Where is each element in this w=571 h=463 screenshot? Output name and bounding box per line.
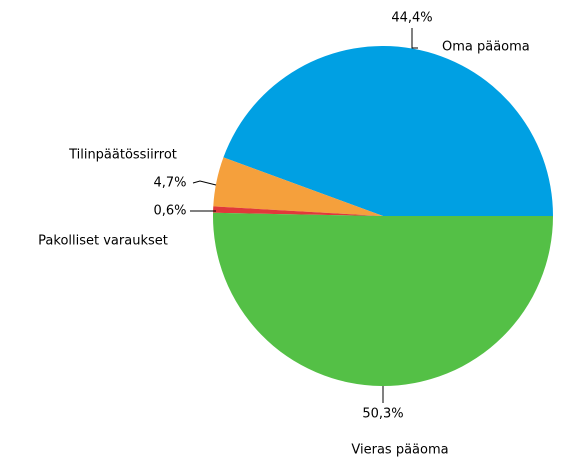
pie-slice	[213, 157, 383, 216]
category-label: Tilinpäätössiirrot	[68, 148, 177, 163]
leader-line	[411, 28, 418, 49]
category-label: Pakolliset varaukset	[38, 234, 168, 249]
category-label: Vieras pääoma	[351, 443, 448, 458]
category-label: Oma pääoma	[442, 40, 530, 55]
value-label: 4,7%	[153, 176, 186, 191]
value-label: 50,3%	[362, 407, 403, 422]
leader-line	[192, 180, 217, 186]
pie-slice	[223, 46, 554, 217]
pie-slice	[213, 206, 383, 216]
pie-slice	[212, 212, 553, 387]
value-label: 44,4%	[391, 11, 432, 26]
value-label: 0,6%	[153, 204, 186, 219]
